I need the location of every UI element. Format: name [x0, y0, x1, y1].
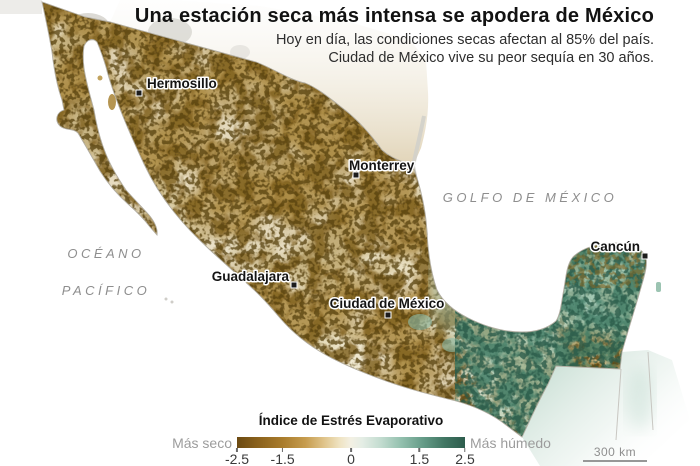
legend-title: Índice de Estrés Evaporativo [258, 413, 444, 428]
us-land-fade [110, 0, 429, 166]
city-labels: Hermosillo Monterrey Guadalajara Ciudad … [146, 75, 642, 313]
city-label-monterrey: Monterrey [349, 158, 415, 173]
islands [97, 75, 661, 304]
foreign-borders [615, 351, 654, 441]
legend-tick-label: 1.5 [409, 451, 430, 466]
legend-tick: -1.5 [271, 448, 295, 466]
city-marker-cancun [641, 252, 649, 260]
city-label-cdmx: Ciudad de México [330, 296, 445, 311]
scale-bar-label: 300 km [593, 445, 637, 459]
legend-tick-label: -1.5 [270, 451, 295, 466]
scale-bar-line [583, 460, 647, 462]
city-markers [135, 89, 649, 319]
legend-tick-label: 2.5 [455, 451, 475, 466]
legend-ticks: -2.5 -1.5 0 1.5 2.5 [225, 448, 475, 466]
legend-wet-label: Más húmedo [470, 435, 551, 451]
legend-tick-label: 0 [347, 451, 355, 466]
ocean-label-oceano: OCÉANO [67, 246, 144, 261]
ocean-label-golfo: GOLFO DE MÉXICO [443, 190, 618, 205]
legend-tick-label: -2.5 [224, 451, 250, 466]
legend-tick: 2.5 [455, 448, 475, 466]
legend-tick: 0 [347, 448, 355, 466]
city-marker-monterrey [352, 171, 360, 179]
belize-coast-tint [626, 366, 654, 430]
city-label-hermosillo: Hermosillo [147, 76, 217, 91]
ocean-label-pacifico: PACÍFICO [62, 283, 150, 298]
legend-colorbar [237, 437, 465, 448]
city-marker-cdmx [384, 311, 392, 319]
city-label-cancun: Cancún [590, 239, 640, 254]
legend-tick: 1.5 [410, 448, 429, 466]
legend-dry-label: Más seco [172, 435, 232, 451]
city-marker-hermosillo [135, 89, 143, 97]
city-marker-guadalajara [290, 281, 298, 289]
legend-tick: -2.5 [225, 448, 249, 466]
scale-bar: 300 km [583, 445, 647, 462]
city-label-guadalajara: Guadalajara [212, 269, 290, 284]
